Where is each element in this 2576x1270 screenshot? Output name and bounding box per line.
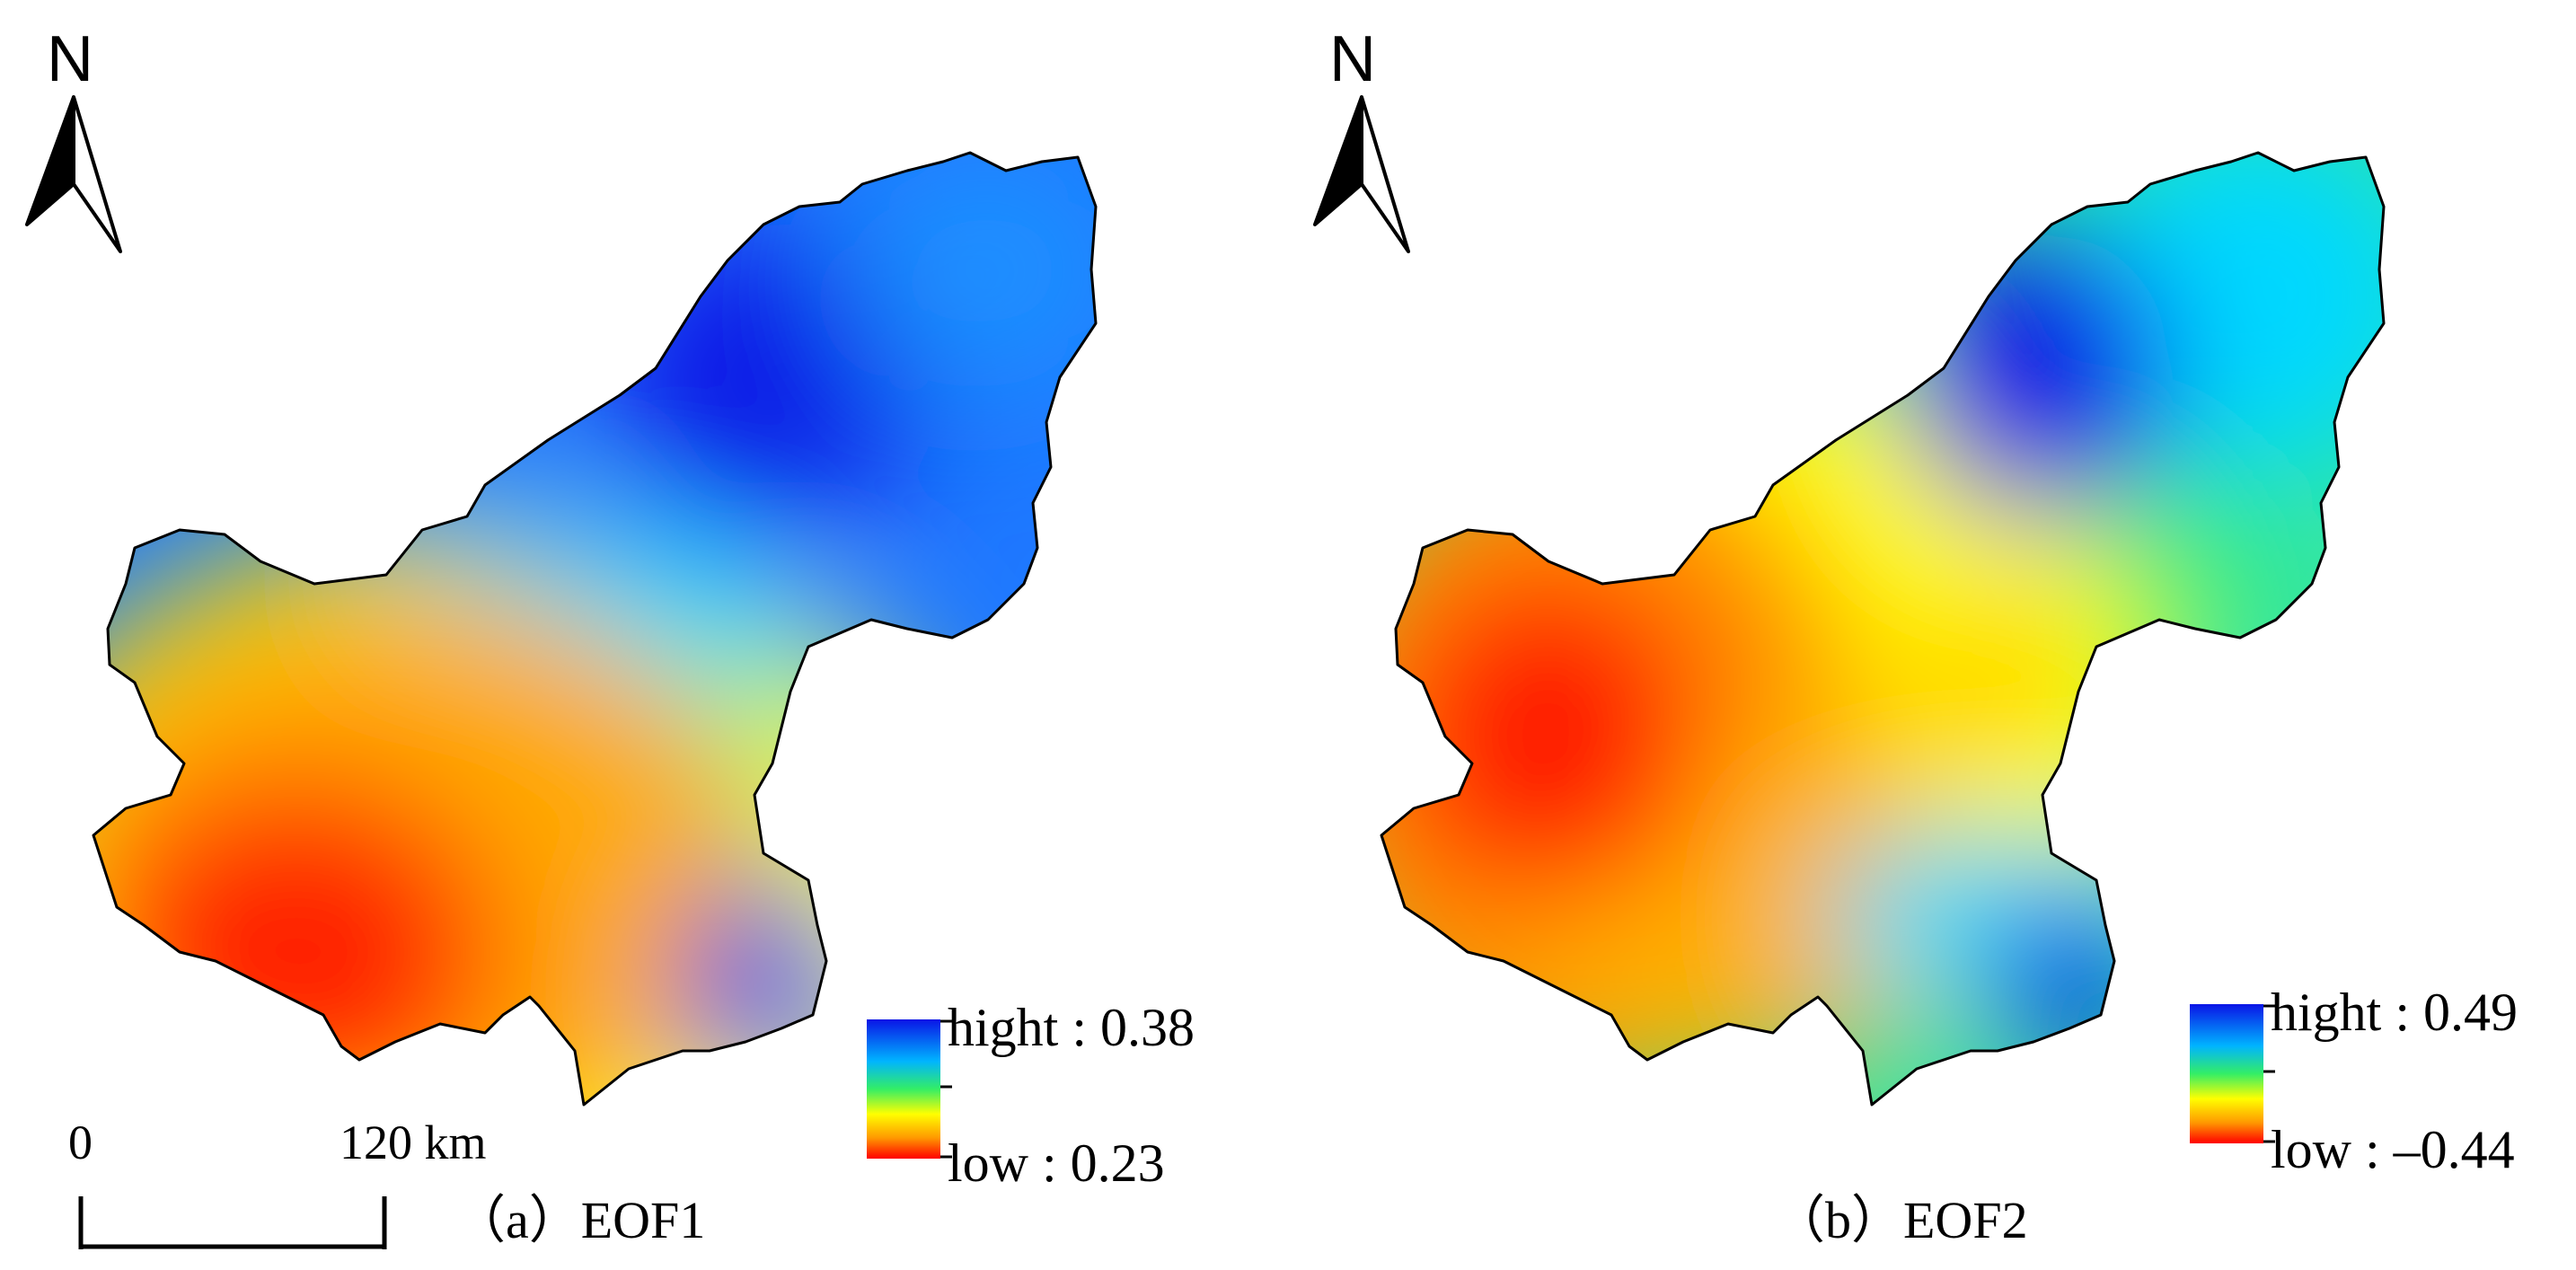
scale-end-value: 120 bbox=[340, 1116, 412, 1169]
map-panel-eof1: N hight : 0.38 low : 0.23 （a）EOF1 0 120 … bbox=[25, 23, 1195, 1249]
north-arrow-icon bbox=[25, 95, 122, 253]
panel-caption: （b）EOF2 bbox=[1773, 1191, 2028, 1249]
legend-high-label: hight : 0.49 bbox=[2271, 983, 2519, 1042]
legend-color-ramp bbox=[867, 1019, 940, 1159]
north-arrow-icon bbox=[1313, 95, 1410, 253]
legend-low-label: low : –0.44 bbox=[2271, 1120, 2515, 1179]
scale-start-label: 0 bbox=[68, 1116, 93, 1169]
north-label: N bbox=[1329, 23, 1376, 95]
map-eof1 bbox=[25, 95, 1098, 1249]
legend-low-label: low : 0.23 bbox=[948, 1133, 1165, 1193]
region-boundary bbox=[1380, 151, 2386, 1107]
panel-caption: （a）EOF1 bbox=[454, 1191, 706, 1249]
legend-high-label: hight : 0.38 bbox=[948, 998, 1195, 1057]
scale-bar bbox=[78, 1196, 387, 1249]
scale-end-label: 120 km bbox=[340, 1118, 487, 1167]
region-boundary bbox=[92, 151, 1098, 1107]
north-label: N bbox=[47, 23, 93, 95]
map-panel-eof2: N hight : 0.49 low : –0.44 （b）EOF2 bbox=[1288, 0, 2576, 1270]
legend-color-ramp bbox=[2190, 1004, 2263, 1143]
scale-unit: km bbox=[424, 1116, 487, 1169]
map-eof2 bbox=[1313, 95, 2386, 1143]
